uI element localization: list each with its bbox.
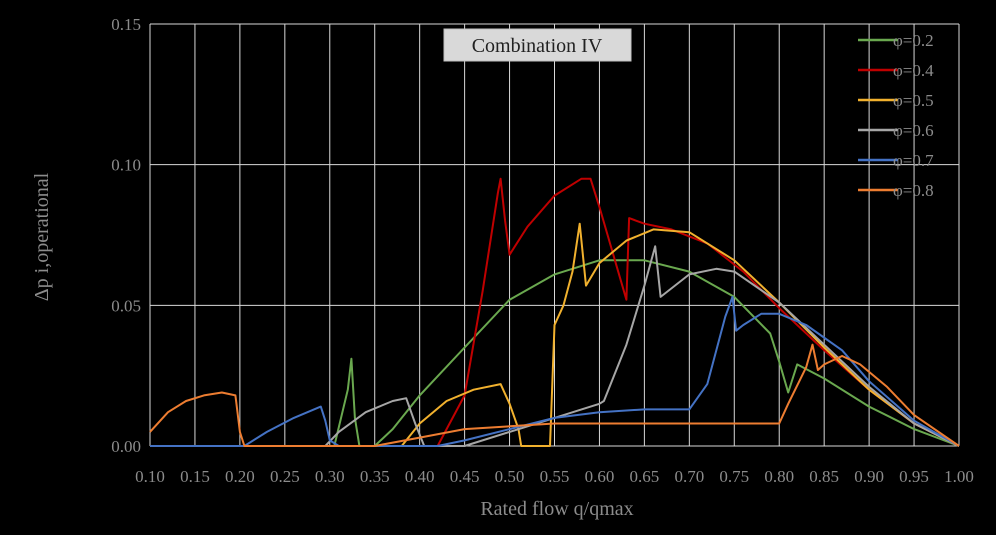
chart-title-box: Combination IV: [443, 28, 632, 62]
series-line-4: [150, 245, 960, 447]
x-tick-label: 0.15: [180, 467, 210, 486]
grid-lines: [149, 23, 960, 447]
x-tick-label: 0.65: [630, 467, 660, 486]
x-tick-label: 0.80: [764, 467, 794, 486]
legend-label: φ=0.6: [893, 121, 934, 140]
x-tick-label: 0.60: [585, 467, 615, 486]
y-tick-label: 0.05: [111, 296, 141, 315]
series-lines: [149, 177, 960, 447]
y-tick-labels: 0.00 0.05 0.10 0.15: [111, 15, 141, 456]
x-tick-label: 0.45: [450, 467, 480, 486]
y-tick-label: 0.00: [111, 437, 141, 456]
x-tick-label: 0.50: [495, 467, 525, 486]
x-tick-label: 0.25: [270, 467, 300, 486]
x-tick-label: 0.35: [360, 467, 390, 486]
x-tick-labels: 0.10 0.15 0.20 0.25 0.30 0.35 0.40 0.45 0.50 0.55…: [135, 467, 974, 486]
y-tick-label: 0.10: [111, 156, 141, 175]
x-tick-label: 0.30: [315, 467, 345, 486]
x-tick-label: 1.00: [944, 467, 974, 486]
chart-title: Combination IV: [472, 35, 603, 57]
x-tick-label: 0.40: [405, 467, 435, 486]
x-tick-label: 0.70: [674, 467, 704, 486]
x-tick-label: 0.90: [854, 467, 884, 486]
legend-label: φ=0.7: [893, 151, 934, 170]
x-tick-label: 0.75: [719, 467, 749, 486]
x-tick-label: 0.95: [899, 467, 929, 486]
x-tick-label: 0.10: [135, 467, 165, 486]
series-line-1: [150, 259, 960, 447]
legend-label: φ=0.4: [893, 61, 934, 80]
x-tick-label: 0.85: [809, 467, 839, 486]
series-line-2: [150, 177, 960, 447]
y-tick-label: 0.15: [111, 15, 141, 34]
legend-label: φ=0.8: [893, 181, 934, 200]
legend-label: φ=0.5: [893, 91, 934, 110]
x-tick-label: 0.55: [540, 467, 570, 486]
x-tick-label: 0.20: [225, 467, 255, 486]
y-axis-title: Δp i,operational: [31, 172, 53, 301]
series-line-5: [150, 295, 960, 447]
x-axis-title: Rated flow q/qmax: [480, 498, 633, 520]
legend-label: φ=0.2: [893, 31, 934, 50]
legend: φ=0.2 φ=0.4 φ=0.5 φ=0.6 φ=0.7 φ=0.8: [858, 31, 934, 200]
series-line-6: [149, 343, 960, 447]
